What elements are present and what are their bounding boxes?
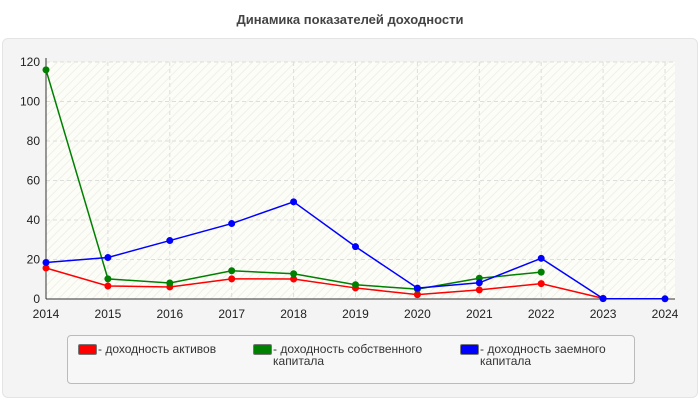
x-tick-label: 2024 bbox=[652, 307, 679, 321]
chart-title: Динамика показателей доходности bbox=[236, 12, 464, 27]
data-point bbox=[228, 267, 236, 275]
x-tick-label: 2017 bbox=[218, 307, 245, 321]
legend-swatch bbox=[253, 344, 272, 355]
data-point bbox=[475, 279, 483, 287]
plot-area bbox=[46, 62, 675, 299]
data-point bbox=[537, 280, 545, 288]
legend-swatch bbox=[460, 344, 479, 355]
legend-label: - доходность собственного капитала bbox=[273, 342, 423, 368]
data-point bbox=[290, 198, 298, 206]
data-point bbox=[104, 282, 112, 290]
data-point bbox=[42, 264, 50, 272]
x-tick-label: 2023 bbox=[590, 307, 617, 321]
y-tick-label: 80 bbox=[27, 134, 41, 148]
x-tick-label: 2018 bbox=[280, 307, 307, 321]
data-point bbox=[413, 284, 421, 292]
data-point bbox=[104, 254, 112, 262]
data-point bbox=[537, 254, 545, 262]
data-point bbox=[228, 275, 236, 283]
data-point bbox=[599, 295, 607, 303]
data-point bbox=[290, 270, 298, 278]
y-tick-label: 20 bbox=[27, 253, 41, 267]
data-point bbox=[413, 291, 421, 299]
data-point bbox=[228, 220, 236, 228]
x-tick-label: 2022 bbox=[528, 307, 555, 321]
x-tick-label: 2014 bbox=[33, 307, 60, 321]
legend-label: - доходность активов bbox=[98, 342, 217, 356]
x-tick-label: 2020 bbox=[404, 307, 431, 321]
data-point bbox=[166, 237, 174, 245]
x-tick-label: 2016 bbox=[156, 307, 183, 321]
x-tick-label: 2021 bbox=[466, 307, 493, 321]
x-tick-label: 2019 bbox=[342, 307, 369, 321]
data-point bbox=[104, 275, 112, 283]
data-point bbox=[537, 268, 545, 276]
series-line bbox=[45, 267, 604, 300]
x-tick-label: 2015 bbox=[95, 307, 122, 321]
y-tick-label: 120 bbox=[20, 55, 40, 69]
legend-swatch bbox=[78, 344, 97, 355]
data-point bbox=[166, 279, 174, 287]
legend-label: - доходность заемного капитала bbox=[480, 342, 606, 368]
data-point bbox=[352, 281, 359, 289]
y-tick-label: 60 bbox=[27, 174, 41, 188]
data-point bbox=[352, 243, 359, 251]
data-point bbox=[475, 286, 483, 294]
data-point bbox=[290, 275, 298, 283]
y-tick-label: 100 bbox=[20, 95, 40, 109]
data-point bbox=[42, 258, 50, 266]
legend: - доходность активов - доходность собстве… bbox=[67, 335, 635, 384]
data-point bbox=[661, 295, 669, 303]
y-tick-label: 40 bbox=[27, 213, 41, 227]
data-point bbox=[42, 66, 50, 74]
y-tick-label: 0 bbox=[33, 292, 40, 306]
